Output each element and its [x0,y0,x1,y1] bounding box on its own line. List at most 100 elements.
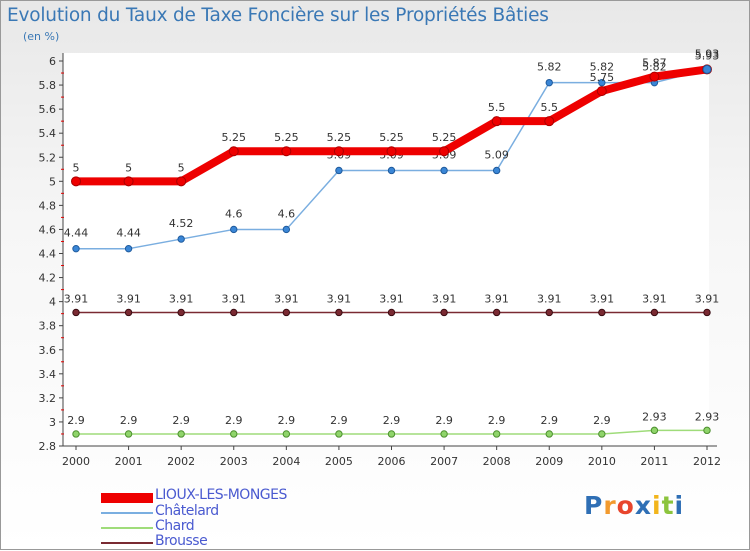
x-tick-label: 2000 [62,455,90,468]
data-label: 3.91 [274,292,299,305]
logo-letter: o [616,491,635,520]
logo-letter: t [661,491,675,520]
data-label: 4.44 [64,227,89,240]
data-point [598,78,606,87]
x-tick-label: 2010 [588,455,616,468]
data-point [176,176,187,187]
data-point [230,308,238,317]
data-point [230,430,238,438]
x-tick-label: 2009 [535,455,563,468]
y-tick-label: 6 [49,55,56,68]
data-label: 3.91 [64,292,89,305]
chart-title: Evolution du Taux de Taxe Foncière sur l… [7,5,549,26]
y-tick-label: 5.4 [39,127,57,140]
data-label: 5.5 [541,101,559,114]
y-tick-label: 4 [49,296,56,309]
data-label: 5.87 [642,57,667,70]
y-tick-label: 3.6 [39,344,57,357]
y-tick-label: 3.8 [39,320,57,333]
data-point [71,176,81,187]
data-point [177,308,185,317]
data-point [177,235,185,243]
data-point [492,308,501,317]
legend-label: Chard [155,518,195,534]
x-tick-label: 2006 [378,455,406,468]
data-label: 5.82 [642,61,667,74]
x-tick-label: 2004 [272,455,300,468]
y-tick-label: 5.2 [39,151,57,164]
data-label: 2.9 [330,414,348,427]
data-label: 5.75 [590,71,615,84]
data-point [492,166,501,175]
legend-swatch [101,493,153,503]
data-point [650,308,659,317]
data-point [387,166,396,175]
data-label: 2.9 [383,414,401,427]
legend-swatch [101,527,153,529]
data-point [72,244,80,253]
data-point [333,146,344,157]
data-point [281,146,292,157]
y-tick-label: 4.4 [39,248,57,261]
legend-label: Châtelard [155,503,219,519]
x-tick-label: 2008 [483,455,511,468]
data-label: 2.9 [67,414,85,427]
logo-letter: i [674,491,685,520]
data-point [440,430,448,438]
data-label: 3.91 [379,292,404,305]
data-label: 5.09 [484,148,509,161]
data-point [228,146,239,157]
data-point [387,430,396,438]
data-label: 3.91 [327,292,352,305]
data-point [702,64,712,74]
data-label: 5.25 [327,131,352,144]
y-tick-label: 4.2 [39,272,57,285]
data-label: 5.25 [274,131,299,144]
data-label: 3.91 [432,292,457,305]
data-label: 5.25 [432,131,457,144]
data-label: 5.25 [379,131,404,144]
logo-letter: r [603,491,617,520]
data-label: 4.44 [116,227,141,240]
data-point [649,71,660,82]
data-label: 4.6 [278,207,296,220]
data-point [598,308,606,317]
data-point [703,426,711,435]
data-point [545,78,553,87]
data-label: 2.9 [172,414,190,427]
y-tick-label: 2.8 [39,440,57,453]
data-point [124,308,133,317]
data-point [598,430,606,438]
legend-label: Brousse [155,533,208,549]
x-tick-label: 2002 [167,455,195,468]
data-point [335,430,343,438]
data-label: 5.82 [537,61,562,74]
data-point [491,116,502,127]
data-point [282,430,291,438]
data-point [492,430,501,438]
data-label: 5.25 [222,131,247,144]
legend-swatch [101,542,153,544]
x-tick-label: 2003 [220,455,248,468]
logo-letter: i [652,491,662,520]
logo-letter: x [634,491,652,520]
data-point [440,308,448,317]
data-label: 3.91 [642,292,667,305]
data-point [124,430,133,438]
plot-area [63,53,709,446]
data-label: 2.9 [593,414,611,427]
data-label: 2.9 [488,414,506,427]
y-tick-label: 3 [49,416,56,429]
data-label: 3.91 [484,292,509,305]
data-label: 3.91 [537,292,562,305]
data-point [72,308,80,317]
y-tick-label: 3.2 [39,392,57,405]
data-point [703,308,711,317]
data-label: 4.6 [225,207,243,220]
y-tick-label: 4.6 [39,223,57,236]
y-tick-label: 5.8 [39,79,57,92]
x-tick-label: 2011 [640,455,668,468]
data-label: 2.9 [541,414,559,427]
data-point [177,430,185,438]
